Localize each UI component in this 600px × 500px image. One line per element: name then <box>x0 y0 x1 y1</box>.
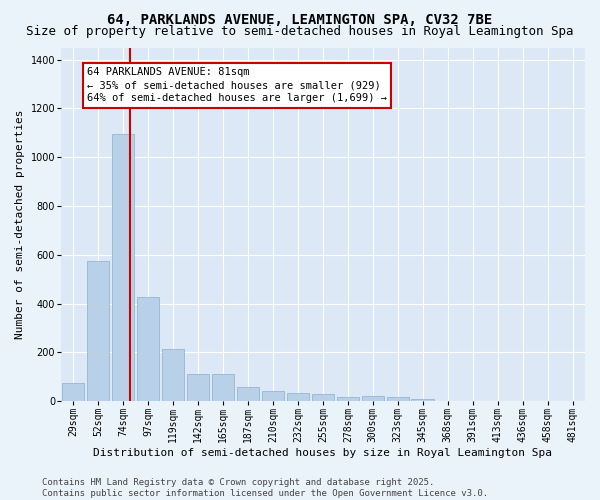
Text: 64, PARKLANDS AVENUE, LEAMINGTON SPA, CV32 7BE: 64, PARKLANDS AVENUE, LEAMINGTON SPA, CV… <box>107 12 493 26</box>
Bar <box>162 348 184 401</box>
Text: 64 PARKLANDS AVENUE: 81sqm
← 35% of semi-detached houses are smaller (929)
64% o: 64 PARKLANDS AVENUE: 81sqm ← 35% of semi… <box>87 67 387 104</box>
Text: Contains HM Land Registry data © Crown copyright and database right 2025.
Contai: Contains HM Land Registry data © Crown c… <box>42 478 488 498</box>
Bar <box>87 261 109 401</box>
Bar <box>287 392 309 401</box>
Text: Size of property relative to semi-detached houses in Royal Leamington Spa: Size of property relative to semi-detach… <box>26 25 574 38</box>
Bar <box>262 391 284 401</box>
Bar <box>137 298 160 401</box>
X-axis label: Distribution of semi-detached houses by size in Royal Leamington Spa: Distribution of semi-detached houses by … <box>94 448 553 458</box>
Bar <box>386 398 409 401</box>
Bar <box>112 134 134 401</box>
Bar <box>237 387 259 401</box>
Bar <box>187 374 209 401</box>
Bar <box>311 394 334 401</box>
Y-axis label: Number of semi-detached properties: Number of semi-detached properties <box>15 110 25 339</box>
Bar <box>337 397 359 401</box>
Bar <box>412 398 434 401</box>
Bar <box>362 396 384 401</box>
Bar <box>62 383 85 401</box>
Bar <box>212 374 234 401</box>
